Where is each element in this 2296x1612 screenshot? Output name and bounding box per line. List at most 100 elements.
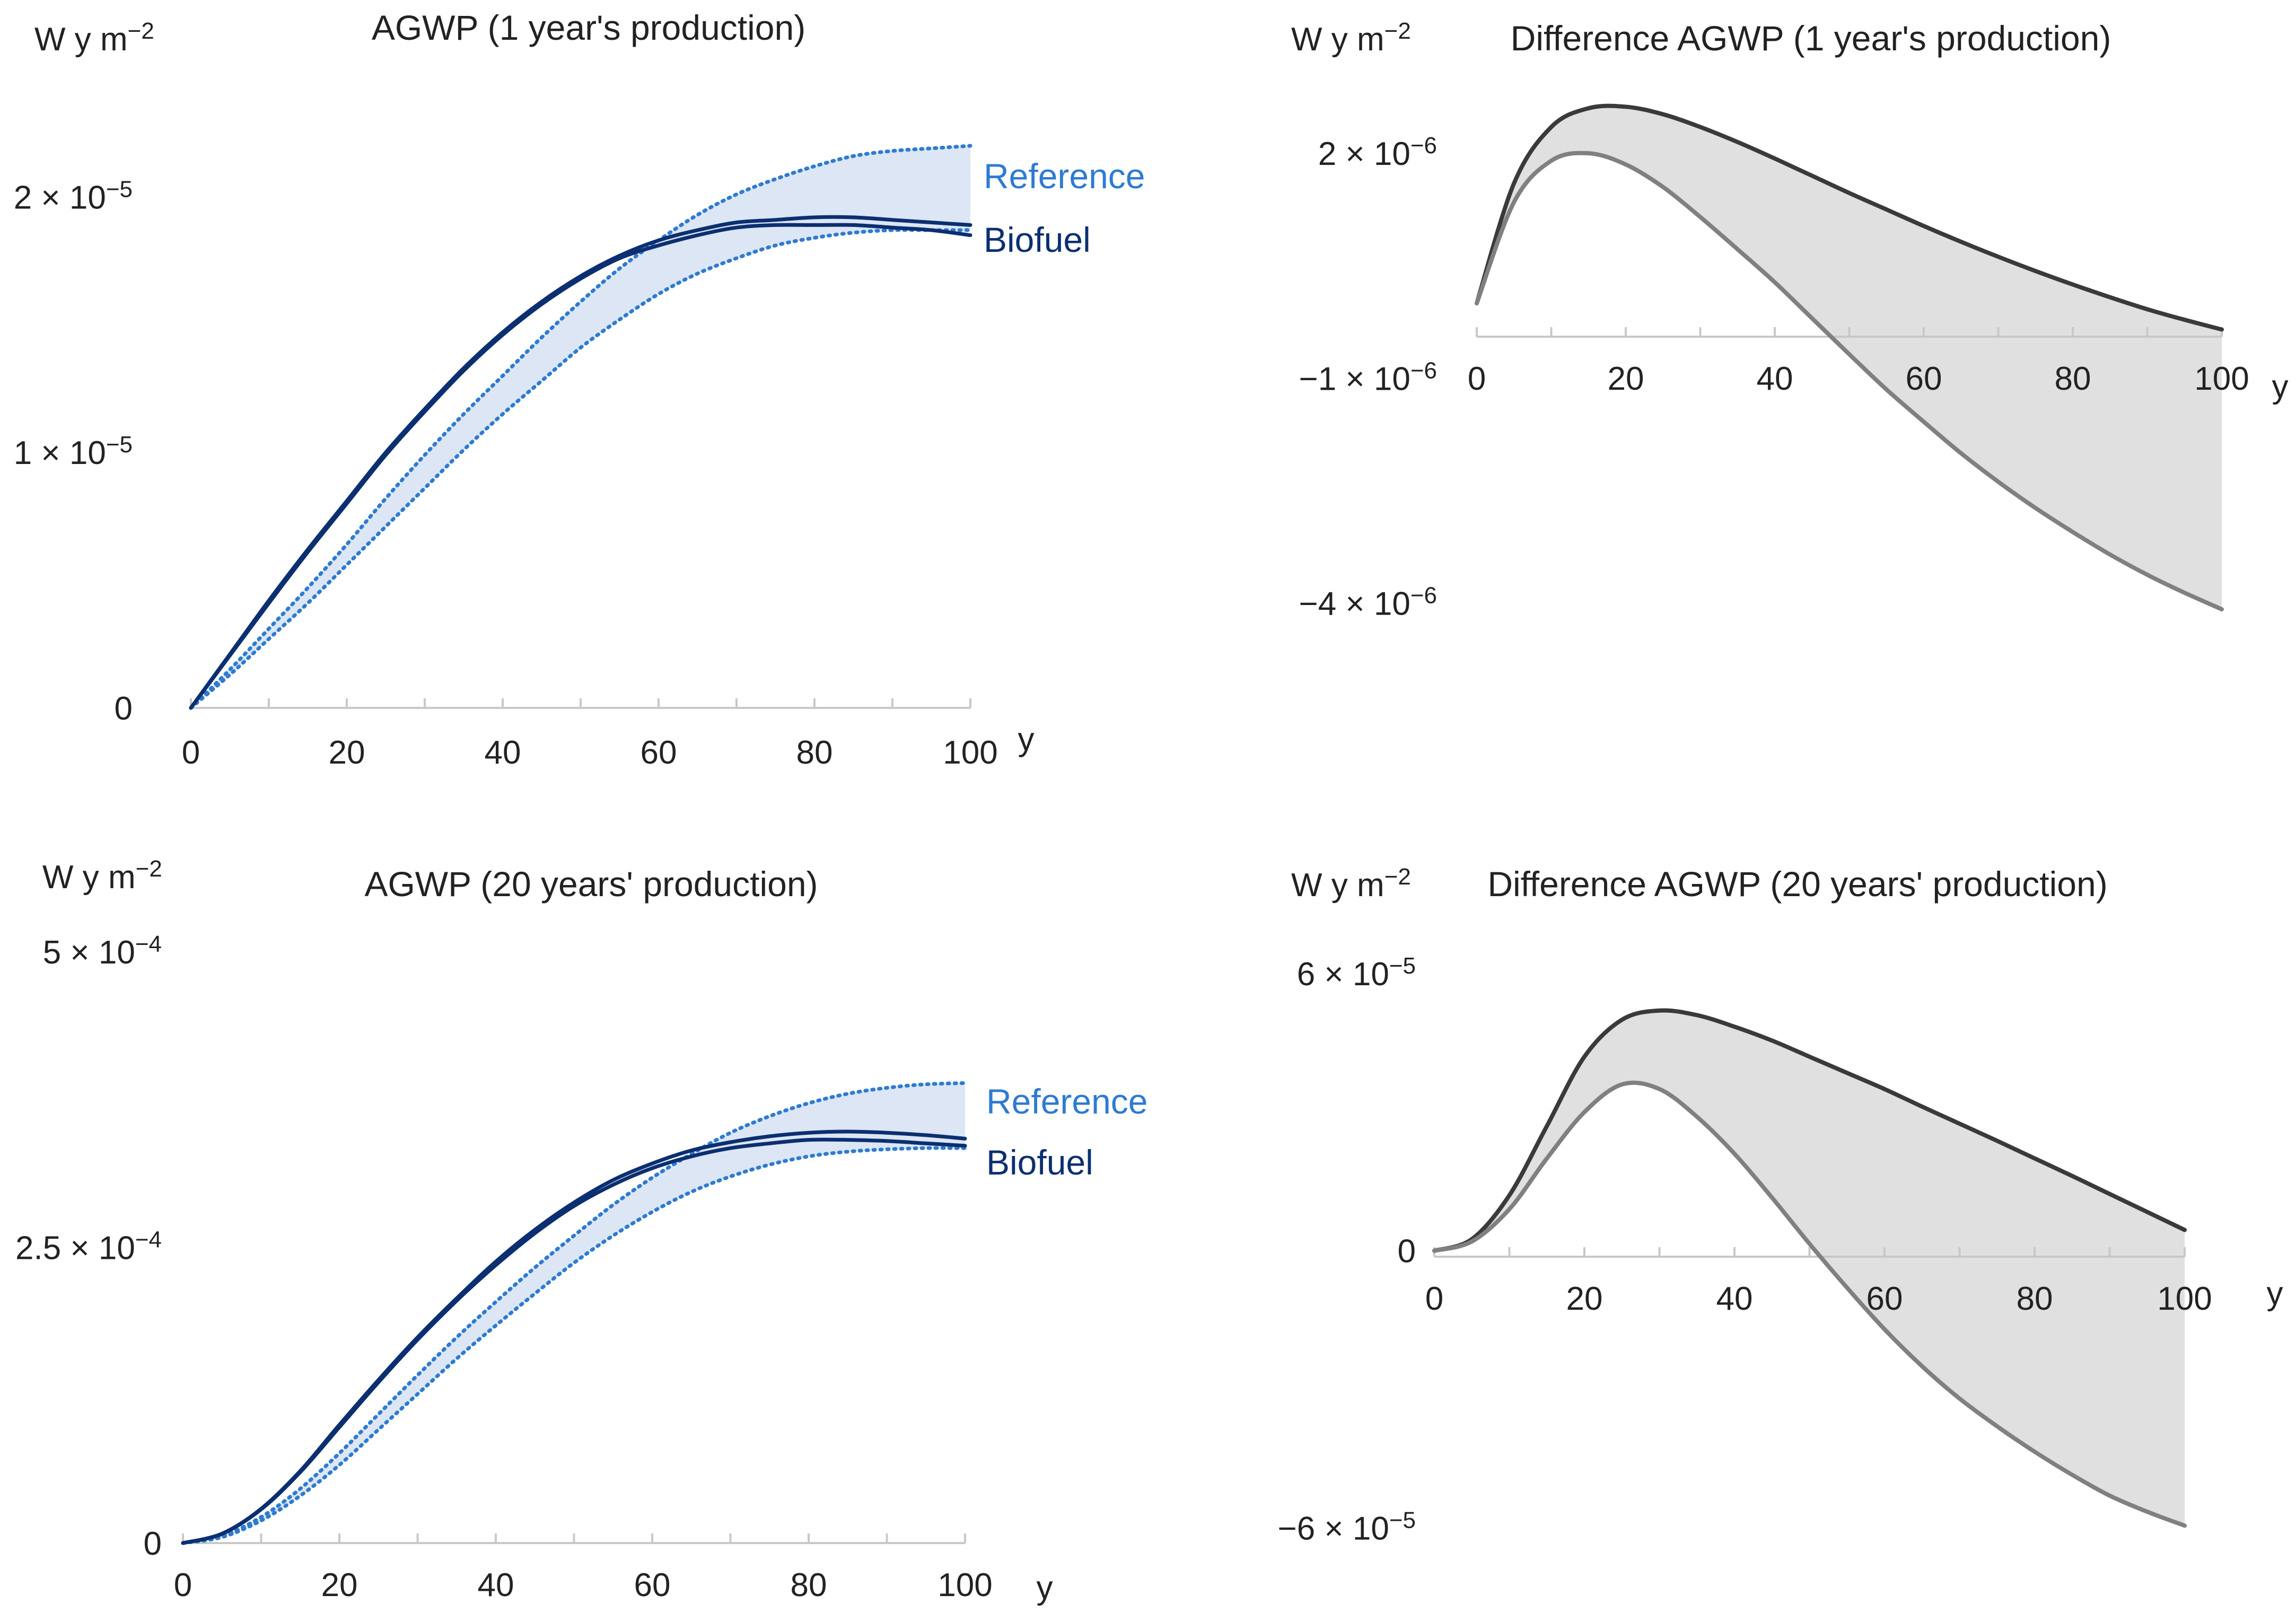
x-tick-label: 100 bbox=[943, 734, 997, 771]
x-tick-label: 80 bbox=[2017, 1281, 2053, 1317]
y-tick-label-exponent: −4 bbox=[135, 931, 162, 957]
series-line-lower-difference bbox=[1475, 151, 2224, 611]
y-tick-label-exponent: −5 bbox=[106, 176, 133, 202]
y-tick-label-exponent: −5 bbox=[1389, 953, 1416, 979]
y-tick-label-mantissa: 0 bbox=[144, 1526, 162, 1562]
y-tick-label: 5 × 10−4 bbox=[43, 931, 162, 971]
x-tick-label: 40 bbox=[478, 1567, 514, 1604]
y-tick-label: −6 × 10−5 bbox=[1278, 1507, 1416, 1547]
y-tick-label-mantissa: −6 × 10 bbox=[1278, 1510, 1389, 1547]
x-tick-label: 20 bbox=[1608, 361, 1644, 397]
y-tick-label: 2 × 10−6 bbox=[1318, 133, 1437, 172]
x-axis-label: y bbox=[1018, 721, 1035, 758]
x-tick-label: 20 bbox=[329, 734, 365, 771]
y-unit-label: W y m−2 bbox=[42, 856, 162, 896]
legend-label-reference: Reference bbox=[984, 156, 1145, 196]
y-tick-label: 0 bbox=[115, 690, 133, 727]
x-axis-label: y bbox=[2272, 369, 2289, 405]
y-unit-label: W y m−2 bbox=[34, 18, 154, 58]
uncertainty-band bbox=[1477, 106, 2222, 609]
y-tick-label-mantissa: 6 × 10 bbox=[1297, 956, 1389, 993]
chart-title: AGWP (20 years' production) bbox=[364, 864, 818, 904]
uncertainty-band bbox=[1434, 1010, 2185, 1526]
x-tick-label: 40 bbox=[485, 734, 521, 771]
x-tick-label: 40 bbox=[1716, 1281, 1753, 1317]
y-tick-label-exponent: −4 bbox=[135, 1227, 162, 1253]
x-tick-label: 100 bbox=[2194, 361, 2249, 397]
y-unit-label-mantissa: W y m bbox=[34, 21, 128, 58]
y-tick-label: 1 × 10−5 bbox=[14, 432, 133, 471]
series-line-lower-difference bbox=[1432, 1080, 2187, 1528]
y-tick-label-exponent: −5 bbox=[1389, 1507, 1416, 1533]
uncertainty-band bbox=[191, 146, 970, 708]
y-tick-label-exponent: −5 bbox=[106, 432, 133, 458]
y-tick-label: 2 × 10−5 bbox=[14, 176, 133, 216]
series-line-biofuel-lower bbox=[181, 1137, 967, 1545]
y-unit-label-exponent: −2 bbox=[1384, 864, 1411, 890]
y-unit-label-mantissa: W y m bbox=[42, 859, 136, 896]
y-unit-label-exponent: −2 bbox=[128, 18, 154, 44]
x-tick-label: 80 bbox=[791, 1567, 827, 1604]
x-tick-label: 60 bbox=[1906, 361, 1942, 397]
x-tick-label: 60 bbox=[634, 1567, 671, 1604]
y-tick-label-mantissa: 5 × 10 bbox=[43, 934, 135, 971]
x-tick-label: 60 bbox=[641, 734, 677, 771]
chart-title: Difference AGWP (1 year's production) bbox=[1511, 19, 2111, 58]
y-unit-label: W y m−2 bbox=[1291, 18, 1411, 58]
uncertainty-band bbox=[183, 1083, 965, 1543]
y-tick-label-mantissa: 2 × 10 bbox=[14, 179, 106, 216]
y-unit-label: W y m−2 bbox=[1291, 864, 1411, 904]
y-tick-label-exponent: −6 bbox=[1410, 583, 1437, 609]
y-tick-label-mantissa: 0 bbox=[1398, 1233, 1416, 1270]
chart-panel-4: Difference AGWP (20 years' production) W … bbox=[1278, 864, 2283, 1547]
y-tick-label-mantissa: 1 × 10 bbox=[14, 435, 106, 471]
x-tick-label: 0 bbox=[1425, 1281, 1443, 1317]
y-tick-label-mantissa: 2.5 × 10 bbox=[15, 1230, 135, 1267]
x-tick-label: 0 bbox=[1468, 361, 1486, 397]
x-tick-label: 0 bbox=[182, 734, 200, 771]
y-tick-label: −4 × 10−6 bbox=[1299, 583, 1437, 623]
x-tick-label: 20 bbox=[1566, 1281, 1603, 1317]
series-line-biofuel-upper bbox=[189, 215, 972, 710]
x-tick-label: 60 bbox=[1866, 1281, 1903, 1317]
y-tick-label: 6 × 10−5 bbox=[1297, 953, 1416, 993]
y-unit-label-exponent: −2 bbox=[136, 856, 162, 882]
chart-title: AGWP (1 year's production) bbox=[372, 8, 805, 47]
chart-panel-2: Difference AGWP (1 year's production) W y… bbox=[1291, 18, 2289, 623]
y-unit-label-mantissa: W y m bbox=[1291, 21, 1384, 58]
series-line-biofuel-lower bbox=[189, 223, 972, 710]
y-tick-label: 2.5 × 10−4 bbox=[15, 1227, 162, 1267]
series-line-reference-upper bbox=[189, 144, 972, 710]
y-tick-label-mantissa: 2 × 10 bbox=[1318, 136, 1410, 172]
y-tick-label-mantissa: −4 × 10 bbox=[1299, 586, 1410, 623]
chart-panel-1: AGWP (1 year's production) W y m−2 0 20 40 60… bbox=[14, 8, 1145, 771]
y-unit-label-exponent: −2 bbox=[1384, 18, 1411, 44]
x-tick-label: 80 bbox=[796, 734, 833, 771]
series-line-biofuel-upper bbox=[181, 1129, 967, 1545]
x-tick-label: 100 bbox=[937, 1567, 992, 1604]
series-line-upper-difference bbox=[1475, 103, 2224, 332]
y-unit-label-mantissa: W y m bbox=[1291, 867, 1384, 904]
series-line-reference-upper bbox=[181, 1081, 967, 1545]
x-axis-label: y bbox=[2267, 1275, 2283, 1312]
series-line-reference-lower bbox=[189, 228, 972, 710]
y-tick-label-exponent: −6 bbox=[1410, 357, 1437, 383]
y-tick-label-mantissa: −1 × 10 bbox=[1299, 361, 1410, 397]
x-tick-label: 20 bbox=[321, 1567, 358, 1604]
x-tick-label: 40 bbox=[1757, 361, 1793, 397]
legend-label-biofuel: Biofuel bbox=[984, 220, 1091, 259]
y-tick-label: −1 × 10−6 bbox=[1299, 357, 1437, 397]
legend-label-biofuel: Biofuel bbox=[986, 1143, 1093, 1182]
legend-label-reference: Reference bbox=[986, 1082, 1148, 1121]
y-tick-label: 0 bbox=[1398, 1233, 1416, 1270]
x-tick-label: 80 bbox=[2055, 361, 2091, 397]
x-tick-label: 100 bbox=[2157, 1281, 2212, 1317]
x-axis-label: y bbox=[1037, 1570, 1053, 1606]
y-tick-label-mantissa: 0 bbox=[115, 690, 133, 727]
series-line-upper-difference bbox=[1432, 1008, 2187, 1253]
chart-title: Difference AGWP (20 years' production) bbox=[1487, 864, 2107, 904]
y-tick-label-exponent: −6 bbox=[1410, 133, 1437, 159]
series-line-reference-lower bbox=[181, 1146, 967, 1545]
x-tick-label: 0 bbox=[174, 1567, 192, 1604]
